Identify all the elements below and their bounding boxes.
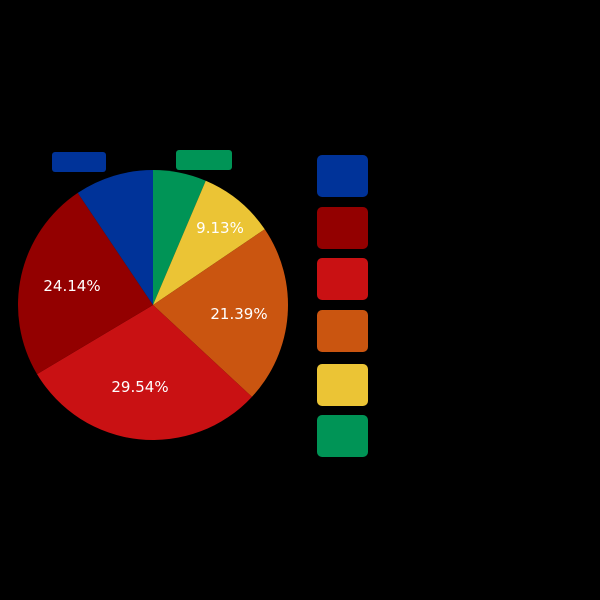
legend-swatch-orange bbox=[317, 310, 368, 352]
pie-slice bbox=[153, 229, 289, 397]
pie-slice bbox=[37, 305, 252, 440]
legend-swatch-blue bbox=[317, 155, 368, 197]
legend-swatch-red bbox=[317, 258, 368, 300]
outside-label-blue bbox=[52, 152, 106, 172]
pie-slice bbox=[153, 180, 265, 305]
slice-label-red: 29.54% bbox=[111, 378, 168, 396]
legend-swatch-yellow bbox=[317, 364, 368, 406]
pie-slice bbox=[18, 192, 154, 375]
pie-slice bbox=[153, 170, 206, 305]
pie-slice bbox=[77, 170, 153, 305]
slice-label-orange: 21.39% bbox=[210, 305, 267, 323]
slice-label-darkred: 24.14% bbox=[43, 277, 100, 295]
legend-swatch-darkred bbox=[317, 207, 368, 249]
slice-label-yellow: 9.13% bbox=[196, 219, 244, 237]
legend-swatch-green bbox=[317, 415, 368, 457]
outside-label-green bbox=[176, 150, 232, 170]
